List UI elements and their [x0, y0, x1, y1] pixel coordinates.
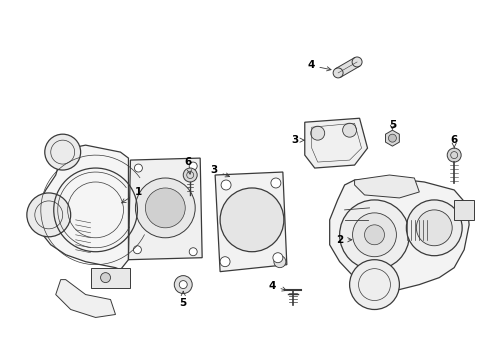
Circle shape: [133, 246, 142, 254]
Text: 4: 4: [268, 280, 286, 291]
Text: 5: 5: [180, 292, 187, 307]
Circle shape: [220, 188, 284, 252]
Circle shape: [220, 257, 230, 267]
Circle shape: [343, 123, 357, 137]
Circle shape: [189, 162, 197, 170]
Polygon shape: [454, 200, 474, 220]
Circle shape: [353, 213, 396, 257]
Circle shape: [352, 57, 362, 67]
Polygon shape: [305, 118, 368, 168]
Circle shape: [146, 188, 185, 228]
Circle shape: [27, 193, 71, 237]
Circle shape: [100, 273, 111, 283]
Circle shape: [135, 178, 195, 238]
Text: 2: 2: [336, 235, 352, 245]
Polygon shape: [330, 178, 469, 289]
Circle shape: [365, 225, 385, 245]
Polygon shape: [128, 158, 202, 260]
Text: 3: 3: [211, 165, 230, 177]
Circle shape: [340, 200, 409, 270]
Circle shape: [179, 280, 187, 289]
Text: 1: 1: [122, 187, 142, 203]
Circle shape: [406, 200, 462, 256]
Polygon shape: [355, 175, 419, 198]
Polygon shape: [36, 145, 128, 270]
Circle shape: [274, 256, 286, 268]
Polygon shape: [215, 172, 287, 272]
Circle shape: [389, 134, 396, 142]
Circle shape: [134, 164, 143, 172]
Text: 4: 4: [307, 60, 331, 71]
Circle shape: [333, 68, 343, 78]
Circle shape: [416, 210, 452, 246]
Circle shape: [183, 168, 197, 182]
Polygon shape: [56, 280, 116, 318]
Polygon shape: [386, 130, 399, 146]
Text: 6: 6: [185, 157, 192, 174]
Circle shape: [447, 148, 461, 162]
Polygon shape: [336, 58, 360, 77]
Circle shape: [189, 248, 197, 256]
Circle shape: [174, 276, 192, 293]
Circle shape: [45, 134, 81, 170]
Circle shape: [271, 178, 281, 188]
Circle shape: [349, 260, 399, 310]
Text: 5: 5: [389, 120, 396, 130]
Circle shape: [221, 180, 231, 190]
Circle shape: [311, 126, 325, 140]
Polygon shape: [91, 268, 130, 288]
Text: 6: 6: [451, 135, 458, 148]
Text: 3: 3: [291, 135, 304, 145]
Circle shape: [273, 253, 283, 263]
